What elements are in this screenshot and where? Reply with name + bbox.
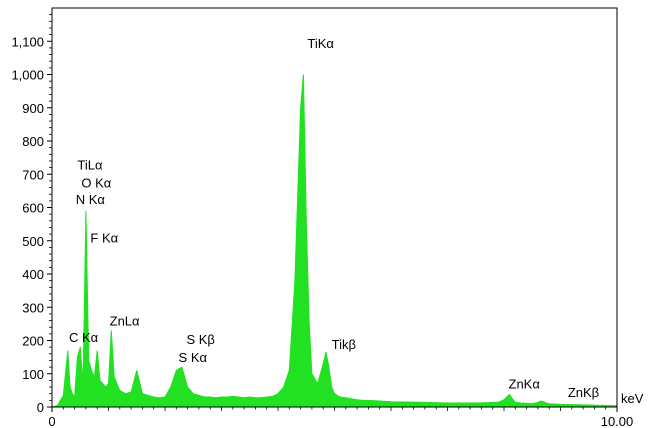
y-tick-label: 900 xyxy=(22,101,44,116)
y-tick-label: 600 xyxy=(22,201,44,216)
y-tick-label: 200 xyxy=(22,334,44,349)
y-tick-label: 1,100 xyxy=(11,34,44,49)
peak-label: F Kα xyxy=(90,230,118,245)
x-axis-unit-label: keV xyxy=(621,391,644,406)
y-tick-label: 800 xyxy=(22,134,44,149)
y-tick-label: 100 xyxy=(22,367,44,382)
peak-labels: TiKα TiLα O KαN Kα F Kα ZnLα C Kα S Kβ S Kα Tikβ… xyxy=(69,36,599,400)
peak-label: ZnKα xyxy=(509,377,541,392)
y-tick-label: 700 xyxy=(22,167,44,182)
x-tick-label: 10.00 xyxy=(601,414,634,428)
peak-label: O Kα xyxy=(81,176,111,191)
y-tick-label: 500 xyxy=(22,234,44,249)
peak-label: S Kα xyxy=(179,350,208,365)
peak-label: Tikβ xyxy=(332,337,356,352)
y-tick-label: 400 xyxy=(22,267,44,282)
peak-label: N Kα xyxy=(76,192,106,207)
y-tick-label: 0 xyxy=(37,400,44,415)
peak-label: S Kβ xyxy=(186,332,214,347)
peak-label: C Kα xyxy=(69,330,99,345)
peak-label: ZnLα xyxy=(110,314,140,329)
spectrum-area xyxy=(51,74,618,408)
peak-label: ZnKβ xyxy=(568,385,599,400)
x-tick-label: 0 xyxy=(48,414,55,428)
peak-label: TiLα xyxy=(77,157,103,172)
y-tick-label: 300 xyxy=(22,300,44,315)
plot-area xyxy=(51,74,618,408)
axes: 0 100 200 300 400 500 600 700 800 900 1,000 1,100 0 1… xyxy=(11,7,634,428)
peak-label: TiKα xyxy=(307,36,334,51)
y-tick-label: 1,000 xyxy=(11,68,44,83)
